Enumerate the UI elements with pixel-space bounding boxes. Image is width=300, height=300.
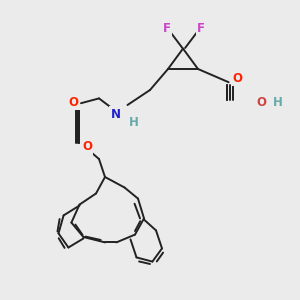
Text: F: F [163, 22, 170, 35]
Text: F: F [197, 22, 205, 35]
Text: O: O [256, 96, 266, 109]
Text: O: O [82, 140, 92, 154]
Text: H: H [129, 116, 139, 130]
Text: O: O [68, 95, 79, 109]
Text: H: H [273, 96, 283, 109]
Text: N: N [110, 107, 121, 121]
Text: O: O [232, 71, 242, 85]
